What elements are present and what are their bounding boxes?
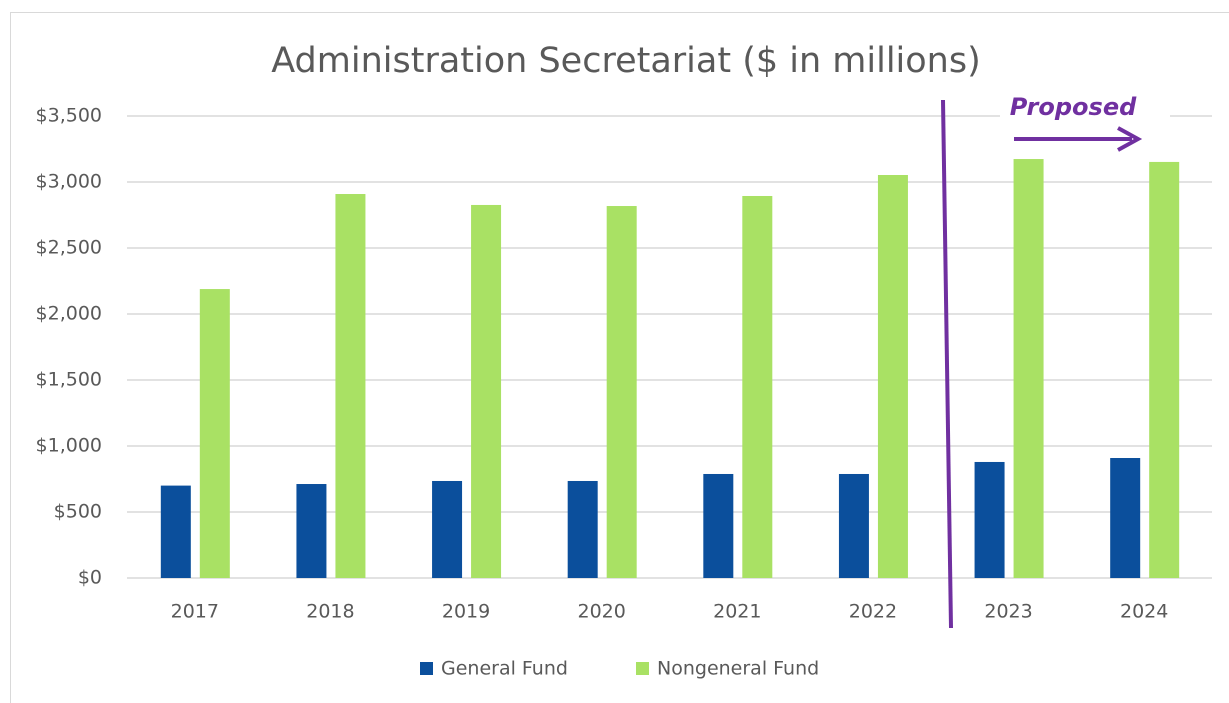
bar: [432, 480, 463, 578]
x-tick-label: 2021: [713, 601, 761, 623]
bar: [838, 473, 869, 578]
x-tick-label: 2017: [171, 601, 219, 623]
bar: [974, 461, 1005, 578]
y-tick-label: $3,000: [36, 171, 102, 193]
y-tick-label: $500: [54, 501, 102, 523]
x-tick-label: 2019: [442, 601, 490, 623]
bar: [199, 289, 230, 578]
y-tick-label: $1,000: [36, 435, 102, 457]
chart-title: Administration Secretariat ($ in million…: [271, 41, 981, 81]
x-tick-label: 2022: [849, 601, 897, 623]
legend-label: Nongeneral Fund: [657, 658, 819, 680]
bar: [877, 175, 908, 578]
x-tick-label: 2018: [306, 601, 354, 623]
y-tick-label: $0: [78, 567, 102, 589]
bar: [335, 194, 366, 578]
bar: [703, 473, 734, 578]
annotation: Proposed: [1010, 93, 1137, 121]
divider: [941, 99, 953, 629]
x-tick-label: 2020: [578, 601, 626, 623]
y-tick-label: $2,500: [36, 237, 102, 259]
x-tick-label: 2024: [1120, 601, 1168, 623]
x-tick-label: 2023: [984, 601, 1032, 623]
chart-frame: [10, 12, 1229, 703]
bar: [1149, 161, 1180, 578]
y-tick-label: $1,500: [36, 369, 102, 391]
legend-swatch: [420, 662, 433, 675]
bar: [160, 485, 191, 578]
bar: [1013, 159, 1044, 579]
bar: [471, 204, 502, 578]
legend-label: General Fund: [441, 658, 568, 680]
y-tick-label: $2,000: [36, 303, 102, 325]
legend-swatch: [636, 662, 649, 675]
bar: [296, 484, 327, 578]
bar: [1110, 458, 1141, 578]
annotation-bg: [1000, 100, 1170, 130]
bar: [567, 480, 598, 578]
bar: [742, 195, 773, 578]
arrow-head: [1117, 126, 1143, 152]
bar: [606, 206, 637, 579]
y-tick-label: $3,500: [36, 105, 102, 127]
